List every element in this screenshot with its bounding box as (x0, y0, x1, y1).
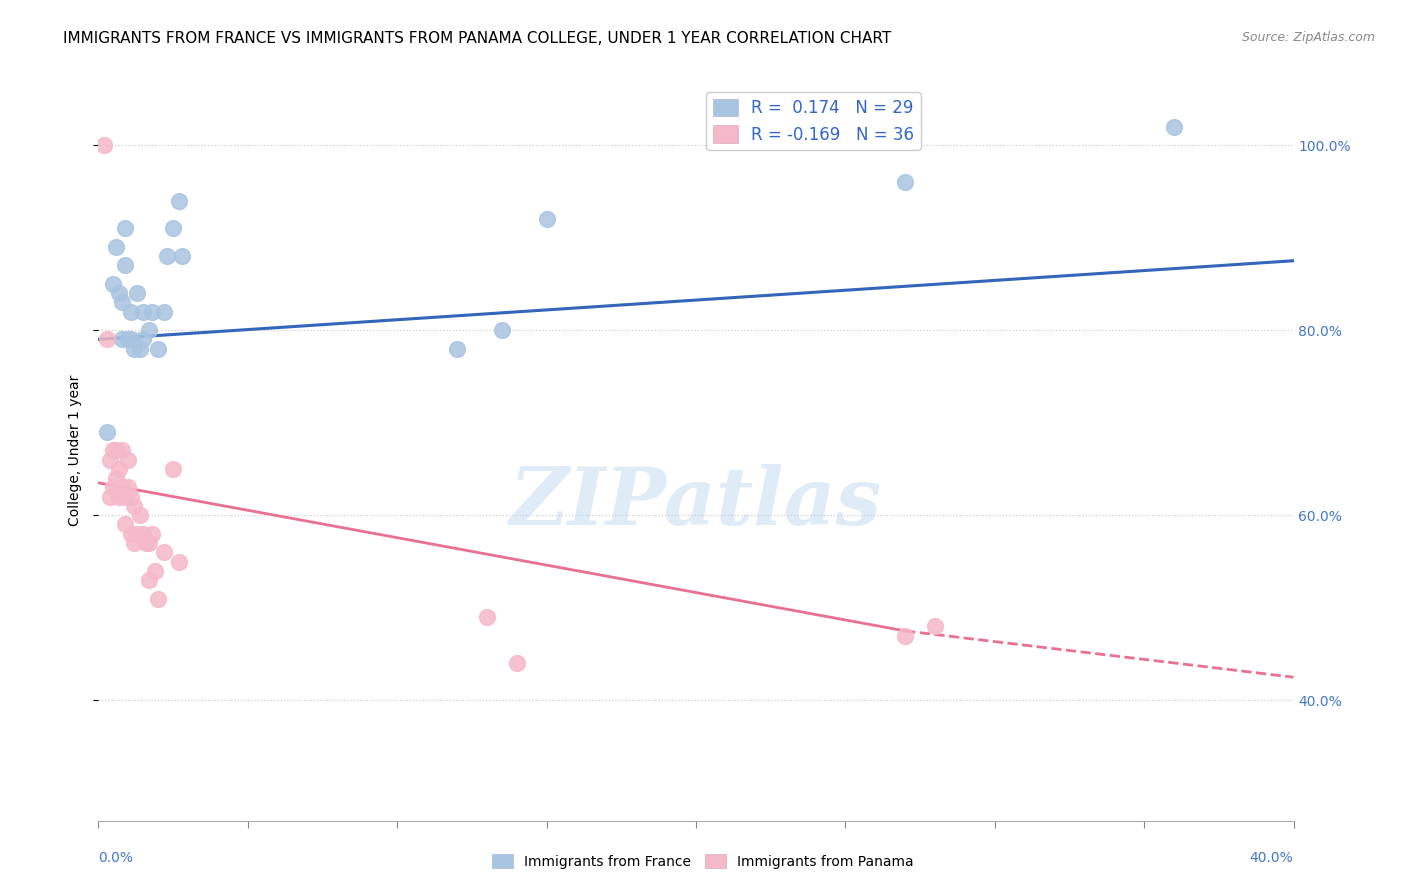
Point (475, 610, 498, 624)
Point (156, 249, 179, 263)
Point (117, 452, 139, 467)
Point (114, 259, 136, 273)
Point (127, 526, 149, 541)
Point (1163, 120, 1185, 134)
Text: Source: ZipAtlas.com: Source: ZipAtlas.com (1241, 31, 1375, 45)
Point (162, 221, 184, 235)
Y-axis label: College, Under 1 year: College, Under 1 year (69, 375, 83, 526)
Point (96, 332, 118, 346)
Point (536, 212, 558, 227)
Point (114, 517, 136, 532)
Point (162, 462, 184, 476)
Point (894, 629, 917, 643)
Point (138, 573, 160, 587)
Point (138, 323, 160, 337)
Point (132, 304, 155, 318)
Point (108, 286, 131, 301)
Point (108, 462, 131, 476)
Point (105, 471, 128, 485)
Point (446, 342, 468, 356)
Point (111, 295, 134, 310)
Legend: Immigrants from France, Immigrants from Panama: Immigrants from France, Immigrants from … (486, 848, 920, 874)
Point (111, 443, 134, 458)
Text: IMMIGRANTS FROM FRANCE VS IMMIGRANTS FROM PANAMA COLLEGE, UNDER 1 YEAR CORRELATI: IMMIGRANTS FROM FRANCE VS IMMIGRANTS FRO… (63, 31, 891, 46)
Point (506, 657, 529, 671)
Point (120, 490, 142, 504)
Point (148, 591, 170, 606)
Point (129, 342, 152, 356)
Point (114, 221, 136, 235)
Point (141, 526, 163, 541)
Point (120, 526, 142, 541)
Point (148, 342, 170, 356)
Legend: R =  0.174   N = 29, R = -0.169   N = 36: R = 0.174 N = 29, R = -0.169 N = 36 (706, 92, 921, 151)
Point (103, 481, 125, 495)
Point (124, 536, 146, 550)
Point (120, 304, 142, 318)
Point (153, 545, 176, 559)
Point (167, 554, 190, 569)
Point (143, 564, 166, 578)
Point (924, 619, 946, 633)
Point (491, 323, 513, 337)
Point (894, 175, 917, 189)
Point (124, 342, 146, 356)
Text: ZIPatlas: ZIPatlas (510, 464, 882, 541)
Point (111, 332, 134, 346)
Text: 0.0%: 0.0% (98, 851, 134, 865)
Point (153, 304, 176, 318)
Point (172, 249, 194, 263)
Point (93, 138, 115, 153)
Point (111, 481, 134, 495)
Point (132, 332, 155, 346)
Point (105, 240, 128, 254)
Text: 40.0%: 40.0% (1250, 851, 1294, 865)
Point (167, 194, 190, 208)
Point (114, 490, 136, 504)
Point (98, 452, 122, 467)
Point (108, 490, 131, 504)
Point (98, 490, 122, 504)
Point (105, 443, 128, 458)
Point (117, 332, 139, 346)
Point (135, 536, 157, 550)
Point (141, 304, 163, 318)
Point (117, 481, 139, 495)
Point (103, 277, 125, 291)
Point (120, 332, 142, 346)
Point (124, 499, 146, 513)
Point (132, 526, 155, 541)
Point (103, 443, 125, 458)
Point (127, 286, 149, 301)
Point (129, 508, 152, 523)
Point (138, 536, 160, 550)
Point (96, 425, 118, 439)
